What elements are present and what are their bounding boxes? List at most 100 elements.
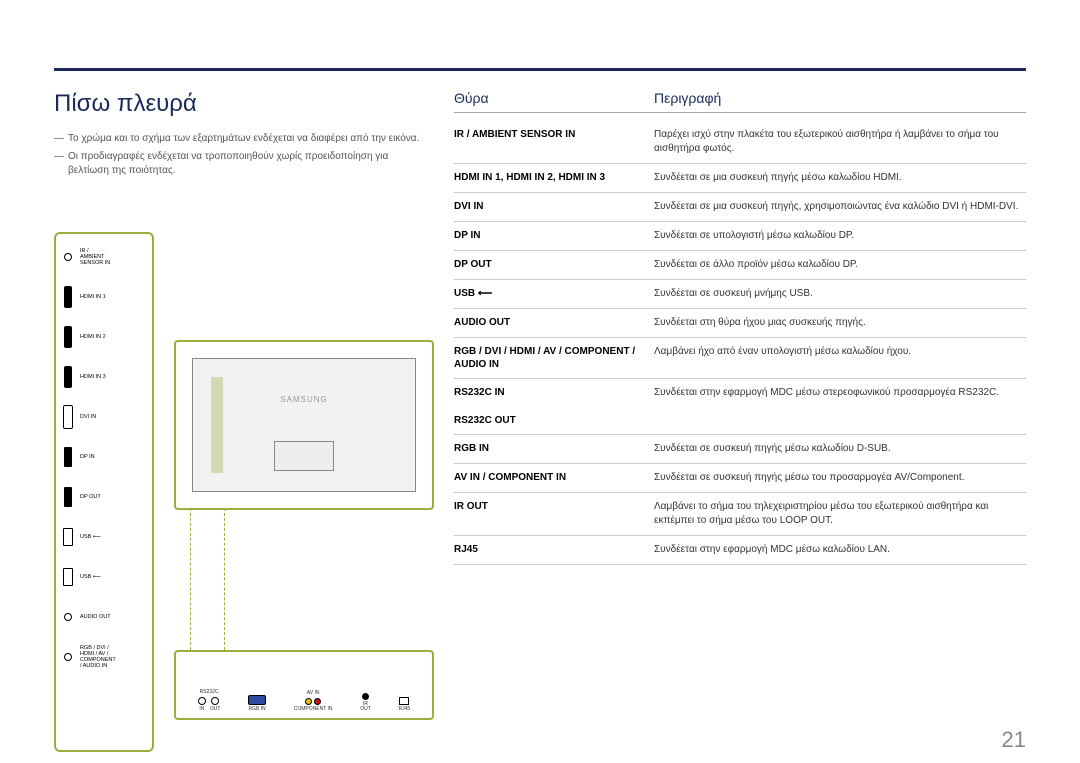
jack-icon (62, 613, 74, 621)
monitor-back-diagram: SAMSUNG (174, 340, 434, 510)
table-row: RGB / DVI / HDMI / AV / COMPONENT / AUDI… (454, 338, 1026, 379)
oblong-icon (62, 366, 74, 388)
side-port-label: USB ⟵ (80, 574, 101, 580)
side-port-row: RGB / DVI / HDMI / AV / COMPONENT / AUDI… (62, 642, 146, 672)
monitor-inner: SAMSUNG (192, 358, 416, 492)
page-number: 21 (1002, 727, 1026, 753)
port-desc: Συνδέεται σε συσκευή μνήμης USB. (654, 287, 1026, 301)
header-rule (54, 68, 1026, 71)
dp-icon (62, 487, 74, 507)
rs232c-out-jack (211, 697, 219, 705)
port-name: DVI IN (454, 200, 654, 214)
port-name: DP OUT (454, 258, 654, 272)
side-port-row: USB ⟵ (62, 562, 146, 592)
port-name: USB ⟵ (454, 287, 654, 301)
port-desc: Συνδέεται σε υπολογιστή μέσω καλωδίου DP… (654, 229, 1026, 243)
side-port-label: USB ⟵ (80, 534, 101, 540)
port-desc: Συνδέεται σε συσκευή πηγής μέσω του προσ… (654, 471, 1026, 485)
note-2: Οι προδιαγραφές ενδέχεται να τροποποιηθο… (54, 150, 424, 178)
component-label: COMPONENT IN (294, 707, 333, 712)
port-desc: Συνδέεται στη θύρα ήχου μιας συσκευής πη… (654, 316, 1026, 330)
rs232c-out-label: OUT (210, 707, 221, 712)
side-port-row: HDMI IN 2 (62, 322, 146, 352)
side-port-label: DP IN (80, 454, 95, 460)
table-row: DP INΣυνδέεται σε υπολογιστή μέσω καλωδί… (454, 222, 1026, 251)
side-port-row: HDMI IN 3 (62, 362, 146, 392)
rca-red-icon (314, 698, 321, 705)
port-desc: Συνδέεται στην εφαρμογή MDC μέσω καλωδίο… (654, 543, 1026, 557)
oblong-icon (62, 286, 74, 308)
side-port-row: DP OUT (62, 482, 146, 512)
port-desc: Συνδέεται σε μια συσκευή πηγής μέσω καλω… (654, 171, 1026, 185)
table-row: DP OUTΣυνδέεται σε άλλο προϊόν μέσω καλω… (454, 251, 1026, 280)
table-row: DVI INΣυνδέεται σε μια συσκευή πηγής, χρ… (454, 193, 1026, 222)
side-port-row: USB ⟵ (62, 522, 146, 552)
left-column: Πίσω πλευρά Το χρώμα και το σχήμα των εξ… (54, 90, 424, 182)
port-desc: Συνδέεται σε μια συσκευή πηγής, χρησιμοπ… (654, 200, 1026, 214)
port-name: DP IN (454, 229, 654, 243)
table-row: IR OUTΛαμβάνει το σήμα του τηλεχειριστηρ… (454, 493, 1026, 536)
port-desc: Παρέχει ισχύ στην πλακέτα του εξωτερικού… (654, 128, 1026, 156)
usb-icon (62, 568, 74, 586)
port-desc: Συνδέεται σε άλλο προϊόν μέσω καλωδίου D… (654, 258, 1026, 272)
side-port-row: HDMI IN 1 (62, 282, 146, 312)
port-desc: Λαμβάνει το σήμα του τηλεχειριστηρίου μέ… (654, 500, 1026, 528)
port-name: RS232C OUT (454, 414, 654, 427)
monitor-logo: SAMSUNG (280, 395, 327, 404)
port-desc: Συνδέεται σε συσκευή πηγής μέσω καλωδίου… (654, 442, 1026, 456)
right-column: Θύρα Περιγραφή IR / AMBIENT SENSOR INΠαρ… (454, 90, 1026, 565)
rca-yellow-icon (305, 698, 312, 705)
dvi-icon (62, 405, 74, 429)
side-ports-diagram: IR / AMBIENT SENSOR IN HDMI IN 1 HDMI IN 2… (54, 232, 154, 752)
avin-label: AV IN (307, 691, 320, 696)
port-name: IR / AMBIENT SENSOR IN (454, 128, 654, 156)
table-row: RJ45Συνδέεται στην εφαρμογή MDC μέσω καλ… (454, 536, 1026, 565)
port-name: RGB / DVI / HDMI / AV / COMPONENT / AUDI… (454, 345, 654, 371)
rs232c-in-label: IN (199, 707, 204, 712)
port-desc: Συνδέεται στην εφαρμογή MDC μέσω στερεοφ… (654, 386, 1026, 400)
rgb-in-group: RGB IN (248, 695, 266, 712)
port-name: RS232C IN (454, 386, 654, 400)
header-port: Θύρα (454, 90, 654, 106)
rs232c-group: RS232C IN OUT (198, 690, 221, 713)
side-port-label: DVI IN (80, 414, 96, 420)
avin-group: AV IN COMPONENT IN (294, 691, 333, 713)
jack-icon (62, 253, 74, 261)
port-name: AV IN / COMPONENT IN (454, 471, 654, 485)
port-name: IR OUT (454, 500, 654, 528)
side-port-label: HDMI IN 1 (80, 294, 106, 300)
side-port-label: RGB / DVI / HDMI / AV / COMPONENT / AUDI… (80, 645, 116, 669)
note-1: Το χρώμα και το σχήμα των εξαρτημάτων εν… (54, 132, 424, 146)
table-row: RS232C INΣυνδέεται στην εφαρμογή MDC μέσ… (454, 379, 1026, 407)
side-port-row: AUDIO OUT (62, 602, 146, 632)
side-port-row: IR / AMBIENT SENSOR IN (62, 242, 146, 272)
rj45-port-icon (399, 697, 409, 705)
connector-dash-1 (190, 508, 191, 650)
page-title: Πίσω πλευρά (54, 90, 424, 118)
side-port-label: HDMI IN 3 (80, 374, 106, 380)
jack-icon (62, 653, 74, 661)
table-row: RS232C OUT (454, 407, 1026, 435)
table-header: Θύρα Περιγραφή (454, 90, 1026, 113)
port-name: RJ45 (454, 543, 654, 557)
vga-port-icon (248, 695, 266, 705)
side-port-label: IR / AMBIENT SENSOR IN (80, 248, 110, 266)
rj45-group: RJ45 (398, 697, 410, 712)
rgb-in-label: RGB IN (248, 707, 265, 712)
table-row: USB ⟵Συνδέεται σε συσκευή μνήμης USB. (454, 280, 1026, 309)
table-row: HDMI IN 1, HDMI IN 2, HDMI IN 3Συνδέεται… (454, 164, 1026, 193)
dp-icon (62, 447, 74, 467)
vesa-bracket (274, 441, 334, 471)
port-desc (654, 414, 1026, 427)
side-port-label: AUDIO OUT (80, 614, 111, 620)
table-row: IR / AMBIENT SENSOR INΠαρέχει ισχύ στην … (454, 121, 1026, 164)
usb-icon (62, 528, 74, 546)
port-name: RGB IN (454, 442, 654, 456)
port-highlight-vertical (211, 377, 223, 473)
irout-group: IR OUT (360, 693, 371, 713)
table-row: RGB INΣυνδέεται σε συσκευή πηγής μέσω κα… (454, 435, 1026, 464)
table-row: AUDIO OUTΣυνδέεται στη θύρα ήχου μιας συ… (454, 309, 1026, 338)
side-port-row: DVI IN (62, 402, 146, 432)
port-desc: Λαμβάνει ήχο από έναν υπολογιστή μέσω κα… (654, 345, 1026, 371)
connector-dash-2 (224, 508, 225, 650)
